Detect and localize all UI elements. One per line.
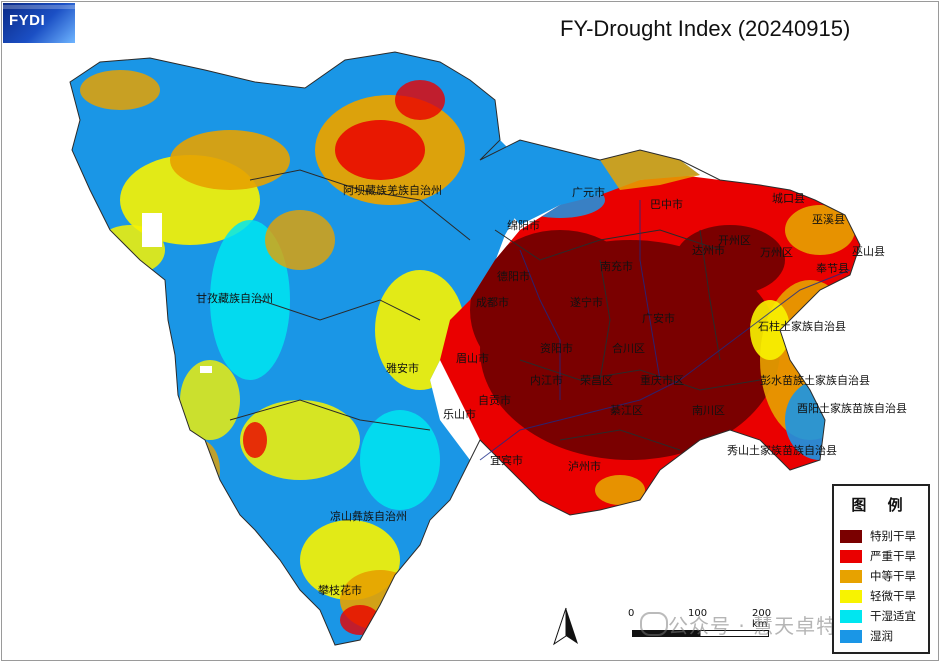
place-label: 巫山县	[852, 245, 885, 258]
legend-label: 中等干旱	[870, 569, 916, 583]
place-label: 奉节县	[816, 261, 849, 275]
place-label: 万州区	[760, 246, 793, 259]
logo-text: FYDI	[9, 12, 46, 29]
moderate-east	[785, 205, 855, 255]
legend-swatch	[840, 550, 862, 563]
place-label: 甘孜藏族自治州	[196, 291, 273, 305]
place-label: 内江市	[530, 373, 563, 387]
legend-swatch	[840, 610, 862, 623]
legend-label: 干湿适宜	[870, 609, 916, 623]
extreme-core	[675, 225, 785, 295]
place-label: 自贡市	[478, 393, 511, 407]
logo-band	[3, 5, 75, 9]
place-label: 广安市	[642, 311, 675, 325]
scale-bar: 0 100 200 km	[628, 608, 788, 644]
place-label: 阿坝藏族羌族自治州	[343, 183, 442, 197]
legend-title: 图 例	[851, 496, 911, 514]
rivers	[479, 200, 851, 461]
place-label: 南充市	[600, 259, 633, 273]
place-label: 南川区	[692, 404, 725, 417]
place-label: 彭水苗族土家族自治县	[760, 373, 870, 387]
place-label: 秀山土家族苗族自治县	[727, 443, 837, 457]
place-label: 德阳市	[497, 269, 530, 283]
place-label: 眉山市	[456, 351, 489, 365]
scale-label-100: 100	[688, 608, 708, 619]
place-label: 广元市	[572, 185, 605, 199]
wechat-icon	[640, 612, 668, 636]
moderate-drought-patches	[80, 70, 465, 630]
place-label: 綦江区	[610, 404, 643, 417]
northern-moderate-strip	[600, 150, 700, 190]
legend-swatch	[840, 630, 862, 643]
legend-label: 严重干旱	[870, 549, 916, 563]
no-data-patch	[142, 213, 162, 247]
place-labels: 阿坝藏族羌族自治州 广元市 巴中市 绵阳市 城口县 巫溪县 巫山县 甘孜藏族自治…	[196, 183, 907, 597]
map-title: FY-Drought Index (20240915)	[560, 16, 851, 41]
watermark-text: 公众号 · 慧天卓特	[668, 614, 838, 638]
legend-label: 特别干旱	[870, 529, 916, 543]
place-label: 雅安市	[386, 361, 419, 375]
place-label: 荣昌区	[580, 374, 613, 387]
legend-swatch	[840, 530, 862, 543]
place-label: 重庆市区	[640, 373, 684, 387]
place-label: 合川区	[612, 341, 645, 355]
scale-label-200: 200 km	[752, 608, 772, 630]
place-label: 遂宁市	[570, 295, 603, 309]
place-label: 乐山市	[443, 407, 476, 421]
light-east	[750, 300, 790, 360]
place-label: 石柱土家族自治县	[758, 319, 846, 333]
fydi-logo: FYDI	[3, 3, 75, 43]
place-label: 资阳市	[540, 341, 573, 355]
admin-boundaries	[69, 51, 861, 646]
place-label: 城口县	[772, 192, 805, 205]
moderate-south	[595, 475, 645, 505]
place-label: 宜宾市	[490, 453, 523, 467]
place-label: 巫溪县	[812, 213, 845, 226]
place-label: 成都市	[476, 295, 509, 309]
place-label: 绵阳市	[507, 218, 540, 232]
legend-label: 轻微干旱	[870, 589, 916, 603]
place-label: 开州区	[718, 234, 751, 247]
legend-swatch	[840, 570, 862, 583]
no-data-patch	[200, 366, 212, 373]
place-label: 凉山彝族自治州	[330, 509, 407, 523]
place-label: 巴中市	[650, 197, 683, 211]
legend-swatch	[840, 590, 862, 603]
severe-drought-patches	[243, 80, 445, 635]
north-arrow-icon	[553, 607, 578, 646]
place-label: 泸州市	[568, 459, 601, 473]
scale-label-0: 0	[628, 608, 635, 619]
legend: 图 例 特别干旱 严重干旱 中等干旱 轻微干旱 干湿适宜 湿润	[832, 484, 930, 654]
scale-bar-graphic	[632, 630, 769, 637]
place-label: 酉阳土家族苗族自治县	[797, 401, 907, 415]
legend-label: 湿润	[870, 629, 893, 643]
place-label: 攀枝花市	[318, 583, 362, 597]
place-label: 达州市	[692, 243, 725, 257]
